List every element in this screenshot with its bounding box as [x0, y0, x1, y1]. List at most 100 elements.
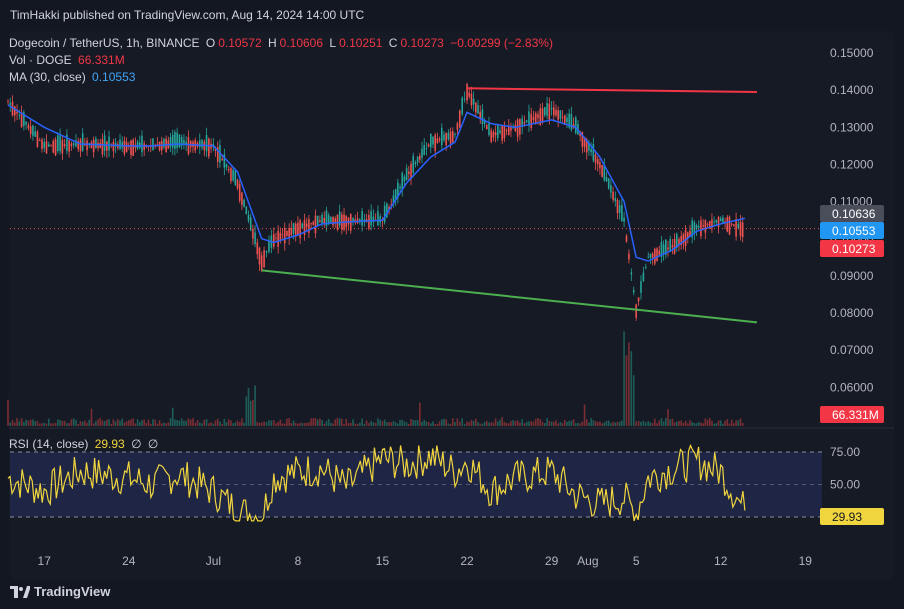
candle-body — [305, 223, 308, 228]
volume-bar — [635, 421, 637, 426]
volume-bar — [706, 419, 709, 426]
candle-body — [680, 236, 682, 246]
volume-bar — [13, 422, 16, 426]
candle-body — [308, 218, 310, 233]
volume-bar — [128, 420, 130, 426]
candle-body — [704, 220, 707, 233]
volume-bar — [546, 418, 548, 426]
candle-body — [232, 169, 234, 181]
volume-bar — [588, 422, 590, 426]
candle-body — [466, 83, 468, 101]
volume-bar — [675, 421, 678, 426]
candle-body — [236, 179, 239, 189]
volume-bar — [488, 422, 490, 426]
volume-bar — [532, 421, 535, 426]
high-label: H — [267, 36, 277, 50]
volume-bar — [370, 421, 372, 426]
candle-body — [275, 237, 277, 239]
volume-bar — [443, 418, 445, 426]
volume-bar — [365, 420, 368, 426]
candle-body — [601, 164, 603, 178]
volume-bar — [647, 421, 650, 426]
candle-body — [416, 157, 419, 163]
candle-body — [552, 107, 555, 116]
tradingview-logo-icon — [10, 585, 30, 598]
volume-bar — [689, 420, 691, 426]
volume-bar — [130, 419, 132, 426]
candle-body — [711, 219, 713, 229]
volume-bar — [149, 423, 152, 426]
candle-body — [735, 218, 737, 237]
candle-body — [530, 113, 533, 128]
volume-bar — [327, 419, 330, 426]
volume-bar — [741, 422, 744, 426]
candle-body — [57, 135, 59, 152]
volume-bar — [656, 423, 658, 426]
volume-bar — [61, 421, 64, 426]
volume-bar — [114, 421, 117, 426]
volume-bar — [132, 418, 134, 426]
volume-bar — [642, 420, 645, 426]
candle-body — [68, 140, 70, 152]
candle-body — [654, 248, 656, 264]
volume-bar — [623, 331, 625, 426]
volume-bar — [678, 420, 680, 426]
volume-bar — [205, 419, 208, 426]
volume-bar — [525, 421, 528, 426]
candle-body — [412, 155, 415, 173]
candle-body — [697, 226, 700, 228]
volume-bar — [338, 418, 341, 426]
candle-body — [292, 223, 295, 234]
candle-body — [494, 132, 497, 136]
volume-bar — [152, 419, 154, 426]
open-label: O — [205, 36, 216, 50]
volume-bar — [544, 423, 546, 426]
volume-bar — [165, 423, 167, 426]
candle-body — [730, 223, 733, 225]
volume-bar — [458, 421, 461, 426]
candle-body — [372, 216, 375, 223]
candle-body — [43, 142, 46, 149]
volume-bar — [20, 418, 23, 426]
candle-body — [501, 125, 503, 141]
volume-bar — [658, 420, 661, 426]
tag-ma: 0.10553 — [820, 222, 884, 239]
volume-bar — [425, 421, 428, 426]
candle-body — [54, 139, 57, 156]
candle-body — [667, 247, 669, 250]
candle-body — [490, 130, 492, 142]
volume-bar — [492, 422, 495, 426]
volume-bar — [574, 423, 577, 426]
volume-bar — [252, 399, 254, 426]
volume-bar — [277, 421, 279, 426]
candle-body — [323, 218, 326, 224]
candle-body — [119, 139, 121, 149]
candle-body — [607, 178, 610, 189]
candle-body — [456, 123, 459, 130]
candle-body — [86, 140, 88, 151]
candle-body — [618, 205, 621, 213]
candle-body — [388, 206, 390, 210]
candle-body — [737, 223, 740, 228]
price-tag-bg — [820, 406, 884, 423]
volume-bar — [75, 420, 77, 426]
volume-bar — [618, 421, 621, 426]
candle-body — [496, 123, 499, 138]
volume-bar — [299, 422, 301, 426]
volume-bar — [117, 419, 119, 426]
candle-body — [425, 148, 428, 149]
candle-body — [301, 223, 304, 228]
candle-body — [503, 126, 506, 139]
volume-bar — [472, 420, 475, 426]
volume-bar — [110, 423, 113, 426]
volume-bar — [421, 421, 423, 426]
candle-body — [523, 122, 526, 124]
volume-bar — [334, 419, 337, 426]
volume-bar — [25, 419, 27, 426]
candle-body — [379, 216, 382, 223]
candle-body — [708, 220, 711, 228]
rsi-band — [10, 452, 822, 517]
volume-bar — [59, 420, 61, 426]
ma-legend: MA (30, close) 0.10553 — [9, 70, 138, 84]
